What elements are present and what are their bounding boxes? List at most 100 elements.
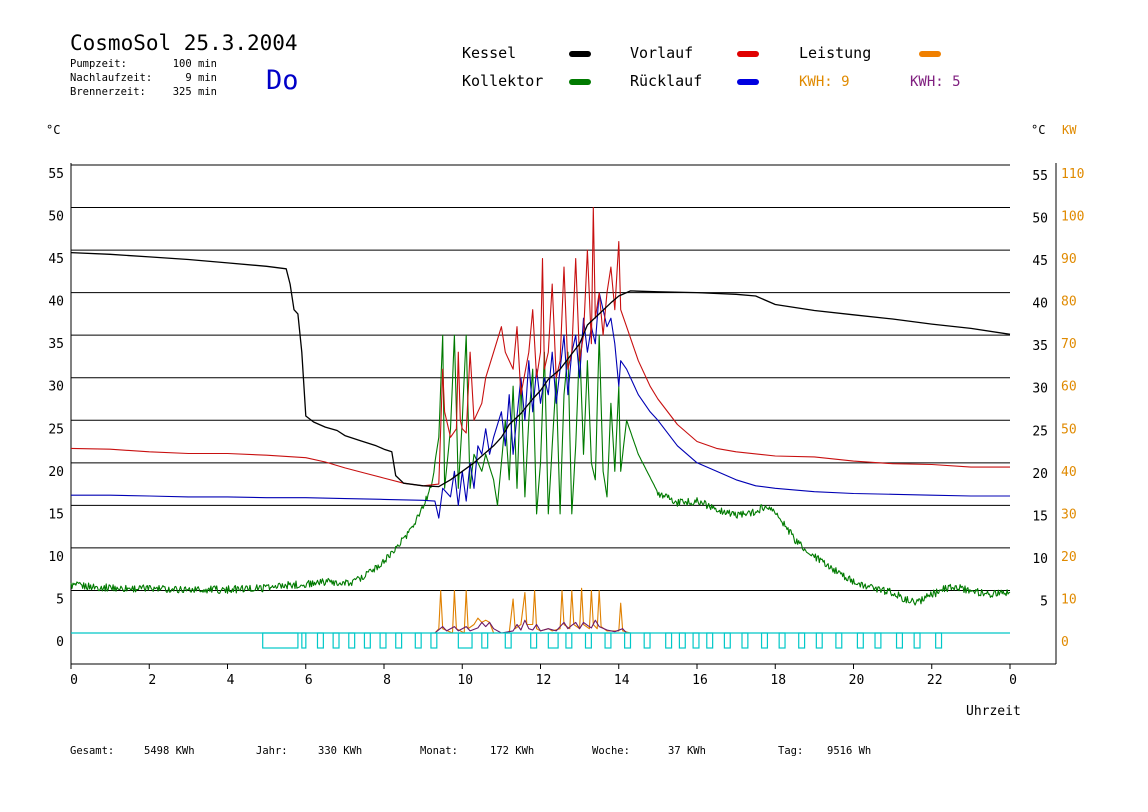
footer-value: 172 KWh (490, 745, 534, 757)
burner-run (874, 632, 882, 649)
y-left-tick-label: 15 (48, 507, 64, 522)
legend-label: Vorlauf (630, 44, 693, 62)
info-label: Pumpzeit: (70, 58, 127, 70)
x-tick-label: 12 (536, 673, 552, 688)
y-right-tick-label: 25 (1032, 424, 1048, 439)
weekday-label: Do (266, 65, 299, 96)
burner-run (481, 632, 489, 649)
burner-run (348, 632, 356, 649)
y-power-tick-label: 110 (1061, 167, 1084, 182)
kwh-value: KWH: 5 (910, 74, 961, 90)
series-kessel (70, 251, 1011, 488)
y-right-tick-label: 35 (1032, 339, 1048, 354)
burner-run (363, 632, 371, 649)
burner-run (457, 632, 473, 649)
series-kollektor (70, 334, 1011, 606)
x-tick-label: 0 (70, 673, 78, 688)
y-power-tick-label: 60 (1061, 380, 1077, 395)
burner-run (798, 632, 806, 649)
burner-run (301, 632, 307, 649)
burner-run (913, 632, 921, 649)
burner-run (778, 632, 786, 649)
series-vorlauf (70, 206, 1010, 487)
x-tick-label: 18 (770, 673, 786, 688)
y-right-tick-label: 55 (1032, 169, 1048, 184)
footer-value: 9516 Wh (827, 745, 871, 757)
legend-label: Kollektor (462, 72, 543, 90)
x-tick-label: 8 (383, 673, 391, 688)
legend-label: Rücklauf (630, 72, 702, 90)
series-r-cklauf (71, 292, 1010, 519)
y-power-tick-label: 70 (1061, 337, 1077, 352)
y-right-tick-label: 20 (1032, 467, 1048, 482)
y-right-tick-label: 15 (1032, 509, 1048, 524)
burner-run (723, 632, 731, 649)
burner-run (332, 632, 340, 649)
y-left-tick-label: 40 (48, 295, 64, 310)
info-value: 9 min (185, 72, 217, 84)
burner-run (935, 632, 943, 649)
series-leistung2 (434, 619, 628, 634)
burner-run (665, 632, 673, 649)
burner-run (604, 632, 612, 649)
legend: Kessel Kollektor Vorlauf Rücklauf Leistung KW… (462, 44, 961, 90)
legend-label: Leistung (799, 44, 871, 62)
footer-label: Jahr: (256, 745, 288, 757)
burner-run (643, 632, 651, 649)
burner-run (262, 632, 299, 649)
y-left-tick-label: 45 (48, 252, 64, 267)
burner-run (856, 632, 864, 649)
y-left-tick-label: 25 (48, 422, 64, 437)
y-power-tick-label: 30 (1061, 507, 1077, 522)
footer-label: Tag: (778, 745, 803, 757)
series-leistung (434, 587, 631, 634)
y-left-tick-label: 0 (56, 635, 64, 650)
burner-run (741, 632, 749, 649)
burner-run (895, 632, 904, 649)
burner-run (584, 632, 592, 649)
chart-title: CosmoSol 25.3.2004 (70, 31, 298, 55)
y-power-tick-label: 10 (1061, 592, 1077, 607)
burner-run (530, 632, 538, 649)
info-label: Brennerzeit: (70, 86, 146, 98)
y-right-unit: °C (1031, 123, 1045, 137)
info-block: Pumpzeit: 100 min Nachlaufzeit: 9 min Brenne… (70, 58, 217, 98)
y-left-tick-label: 10 (48, 550, 64, 565)
y-power-tick-label: 20 (1061, 550, 1077, 565)
burner-run (624, 632, 632, 649)
y-left-tick-label: 5 (56, 592, 64, 607)
tick-labels: 0510152025303540455055510152025303540455… (48, 167, 1084, 688)
burner-run (678, 632, 686, 649)
burner-run (706, 632, 714, 649)
x-tick-label: 22 (927, 673, 943, 688)
y-left-tick-label: 55 (48, 167, 64, 182)
burner-run (547, 632, 559, 649)
burner-run (815, 632, 823, 649)
x-tick-label: 4 (227, 673, 235, 688)
y-power-tick-label: 40 (1061, 465, 1077, 480)
burner-run (760, 632, 769, 649)
y-power-unit: KW (1062, 123, 1077, 137)
y-right-tick-label: 10 (1032, 552, 1048, 567)
footer-label: Woche: (592, 745, 630, 757)
burner-run (835, 632, 843, 649)
y-right-tick-label: 45 (1032, 254, 1048, 269)
info-value: 100 min (173, 58, 217, 70)
burner-run (430, 632, 438, 649)
y-right-tick-label: 5 (1040, 594, 1048, 609)
y-right-tick-label: 50 (1032, 212, 1048, 227)
x-tick-label: 0 (1009, 673, 1017, 688)
info-label: Nachlaufzeit: (70, 72, 152, 84)
y-left-tick-label: 20 (48, 465, 64, 480)
footer-value: 5498 KWh (144, 745, 195, 757)
y-left-unit: °C (46, 123, 60, 137)
y-power-tick-label: 100 (1061, 210, 1084, 225)
burner-run (414, 632, 422, 649)
x-tick-label: 10 (457, 673, 473, 688)
kwh-value: KWH: 9 (799, 74, 850, 90)
legend-label: Kessel (462, 44, 516, 62)
burner-run (395, 632, 403, 649)
y-right-tick-label: 40 (1032, 297, 1048, 312)
